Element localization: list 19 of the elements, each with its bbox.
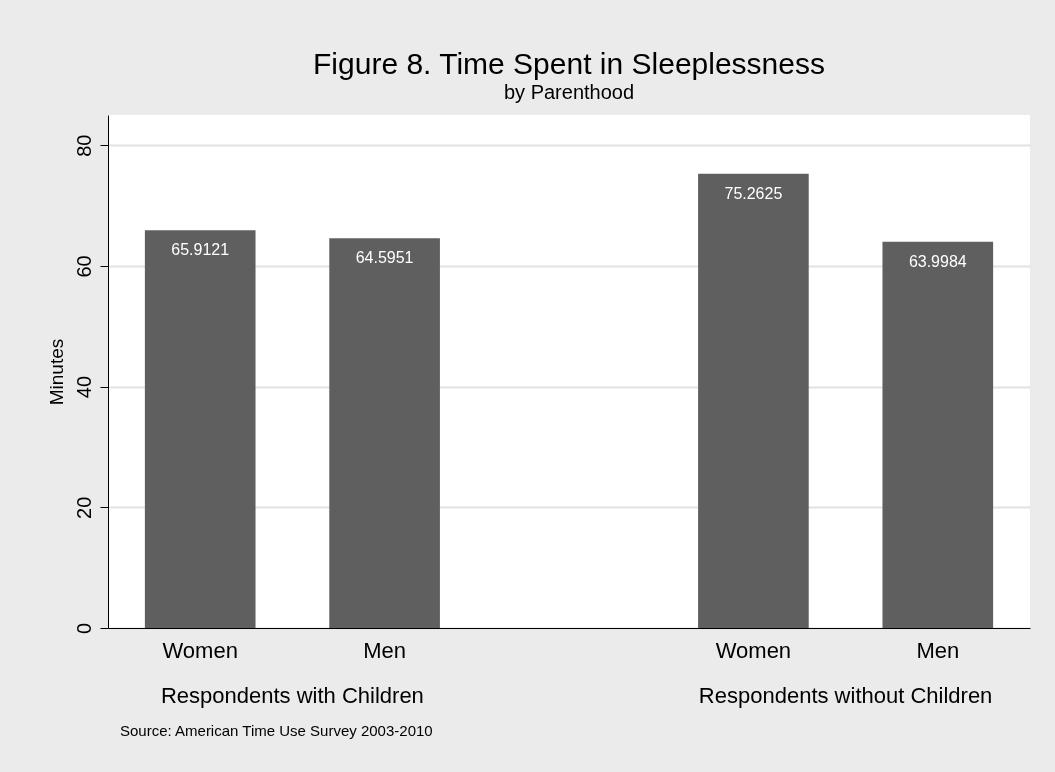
chart-title: Figure 8. Time Spent in Sleeplessness — [313, 47, 825, 80]
data-label: 65.9121 — [171, 241, 230, 259]
source-note: Source: American Time Use Survey 2003-2010 — [120, 722, 433, 739]
y-axis-title: Minutes — [45, 338, 67, 406]
text: Respondents without Children — [698, 683, 993, 708]
data-label: 75.2625 — [724, 184, 783, 202]
x-tick-label: Men — [363, 637, 406, 663]
data-label: 64.5951 — [355, 249, 414, 267]
x-tick-label: Women — [715, 637, 792, 663]
text: Respondents with Children — [160, 683, 424, 708]
y-tick-label: 60 — [72, 255, 95, 278]
y-tick-label: 40 — [72, 375, 95, 399]
y-tick-label: 80 — [72, 134, 95, 157]
y-tick-label: 0 — [72, 622, 95, 635]
data-label: 63.9984 — [908, 252, 967, 270]
x-tick-label: Men — [916, 637, 960, 663]
y-tick-label: 20 — [72, 496, 95, 519]
x-tick-label: Women — [162, 637, 238, 663]
chart-subtitle: by Parenthood — [503, 81, 635, 103]
